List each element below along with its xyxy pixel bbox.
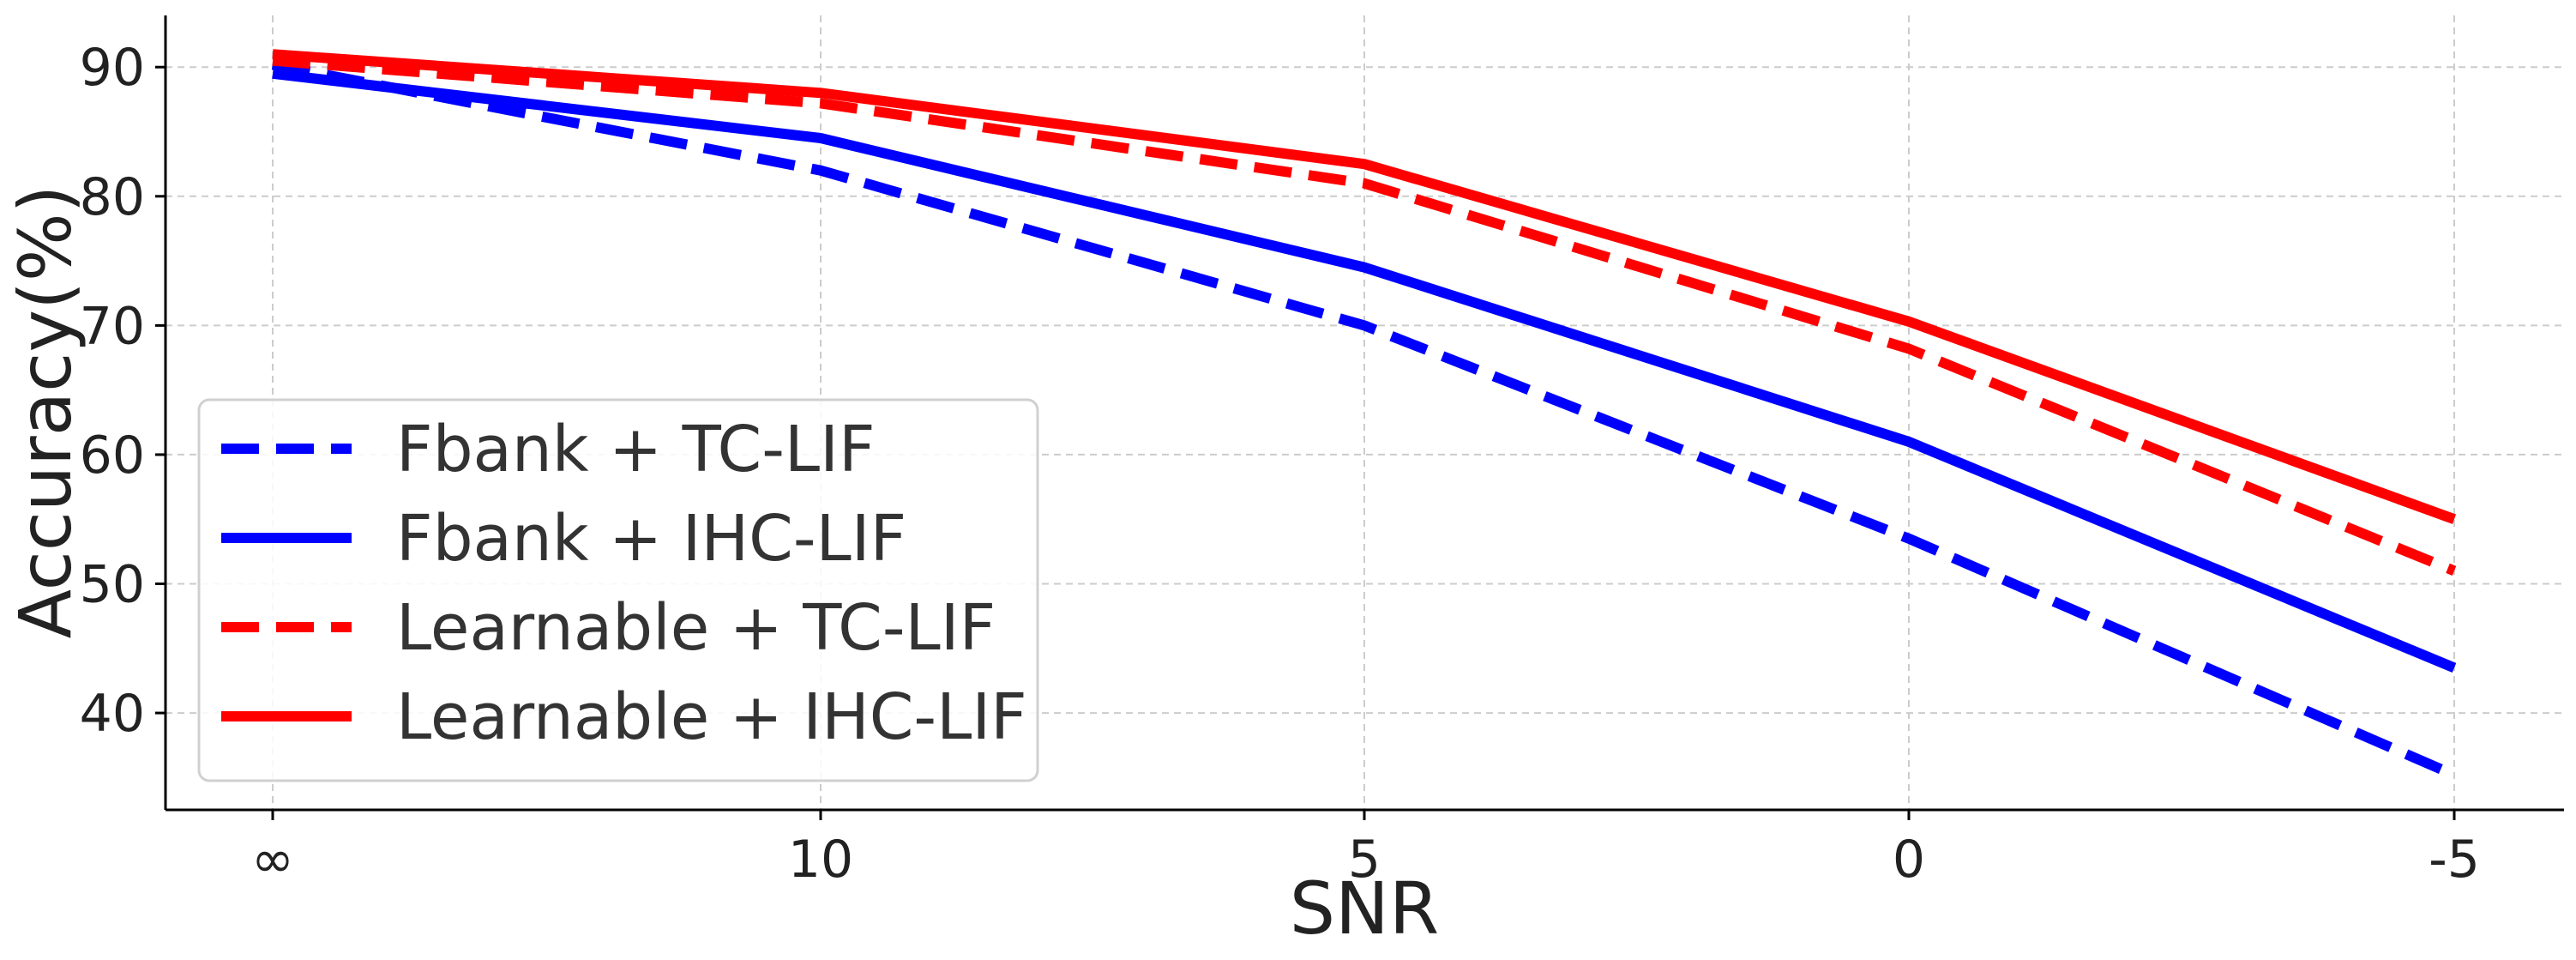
y-tick-label: 70 <box>80 296 145 356</box>
legend-label: Fbank + TC-LIF <box>396 413 876 486</box>
x-tick-label: ∞ <box>251 830 294 890</box>
legend-label: Learnable + TC-LIF <box>396 591 996 665</box>
x-axis-title: SNR <box>1290 866 1440 951</box>
x-tick-label: 10 <box>788 830 853 890</box>
x-tick-label: -5 <box>2429 830 2480 890</box>
series-line-fbank-ihc-lif <box>272 68 2457 673</box>
y-ticks: 40 50 60 70 80 90 <box>80 38 166 744</box>
legend-label: Fbank + IHC-LIF <box>396 502 906 576</box>
y-tick-label: 80 <box>80 167 145 227</box>
legend-label: Learnable + IHC-LIF <box>396 680 1027 754</box>
y-tick-label: 40 <box>80 684 145 744</box>
y-tick-label: 60 <box>80 426 145 486</box>
y-tick-label: 90 <box>80 38 145 98</box>
y-tick-label: 50 <box>80 555 145 615</box>
legend: Fbank + TC-LIF Fbank + IHC-LIF Learnable +… <box>197 398 1039 782</box>
series-line-learnable-ihc-lif <box>272 49 2457 524</box>
legend-box <box>197 398 1039 782</box>
series-line-learnable-tc-lif <box>272 55 2457 576</box>
x-tick-label: 5 <box>1348 830 1381 890</box>
x-ticks: ∞ 10 5 0 -5 <box>251 810 2480 890</box>
x-tick-label: 0 <box>1893 830 1925 890</box>
series-line-fbank-tc-lif <box>271 59 2457 780</box>
series-lines <box>271 49 2457 780</box>
y-axis-title: Accuracy(%) <box>3 185 87 639</box>
